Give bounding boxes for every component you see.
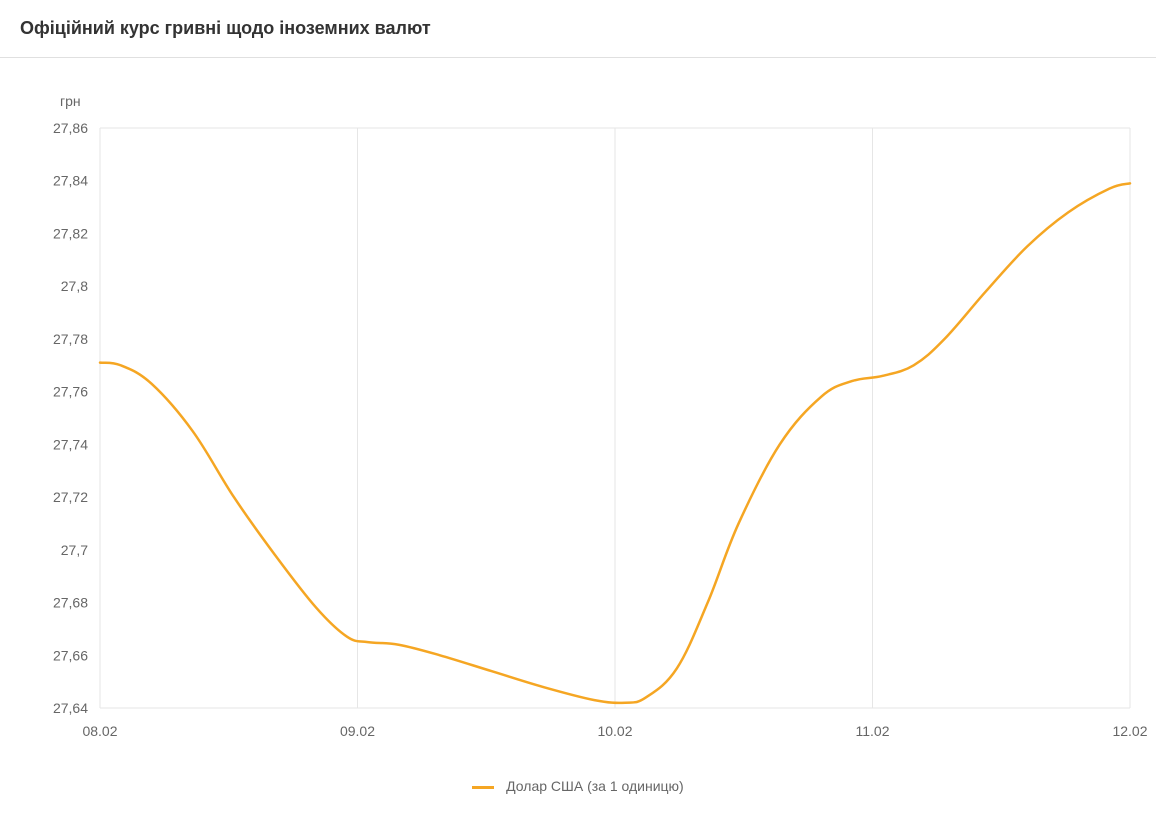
y-tick-label: 27,74 — [53, 436, 88, 452]
y-tick-label: 27,72 — [53, 489, 88, 505]
y-tick-label: 27,84 — [53, 173, 88, 189]
y-tick-label: 27,78 — [53, 331, 88, 347]
x-tick-label: 09.02 — [340, 723, 375, 739]
y-tick-label: 27,8 — [61, 278, 88, 294]
y-tick-label: 27,82 — [53, 225, 88, 241]
y-tick-label: 27,64 — [53, 700, 88, 716]
y-tick-label: 27,68 — [53, 595, 88, 611]
legend-swatch — [472, 786, 494, 789]
x-tick-label: 12.02 — [1112, 723, 1147, 739]
x-tick-label: 10.02 — [597, 723, 632, 739]
chart-area: грн 27,86 27,84 27,82 27,8 27,78 27,76 27,74 27,… — [0, 58, 1156, 768]
y-tick-label: 27,86 — [53, 120, 88, 136]
chart-title: Офіційний курс гривні щодо іноземних вал… — [20, 18, 1136, 39]
x-tick-label: 11.02 — [856, 723, 890, 739]
y-tick-label: 27,66 — [53, 647, 88, 663]
line-chart-svg: грн 27,86 27,84 27,82 27,8 27,78 27,76 27,74 27,… — [0, 78, 1156, 758]
x-tick-label: 08.02 — [82, 723, 117, 739]
y-tick-label: 27,76 — [53, 384, 88, 400]
y-tick-label: 27,7 — [61, 542, 88, 558]
chart-legend: Долар США (за 1 одиницю) — [0, 768, 1156, 814]
legend-label: Долар США (за 1 одиницю) — [506, 778, 684, 794]
chart-header: Офіційний курс гривні щодо іноземних вал… — [0, 0, 1156, 58]
y-unit-label: грн — [60, 93, 81, 109]
